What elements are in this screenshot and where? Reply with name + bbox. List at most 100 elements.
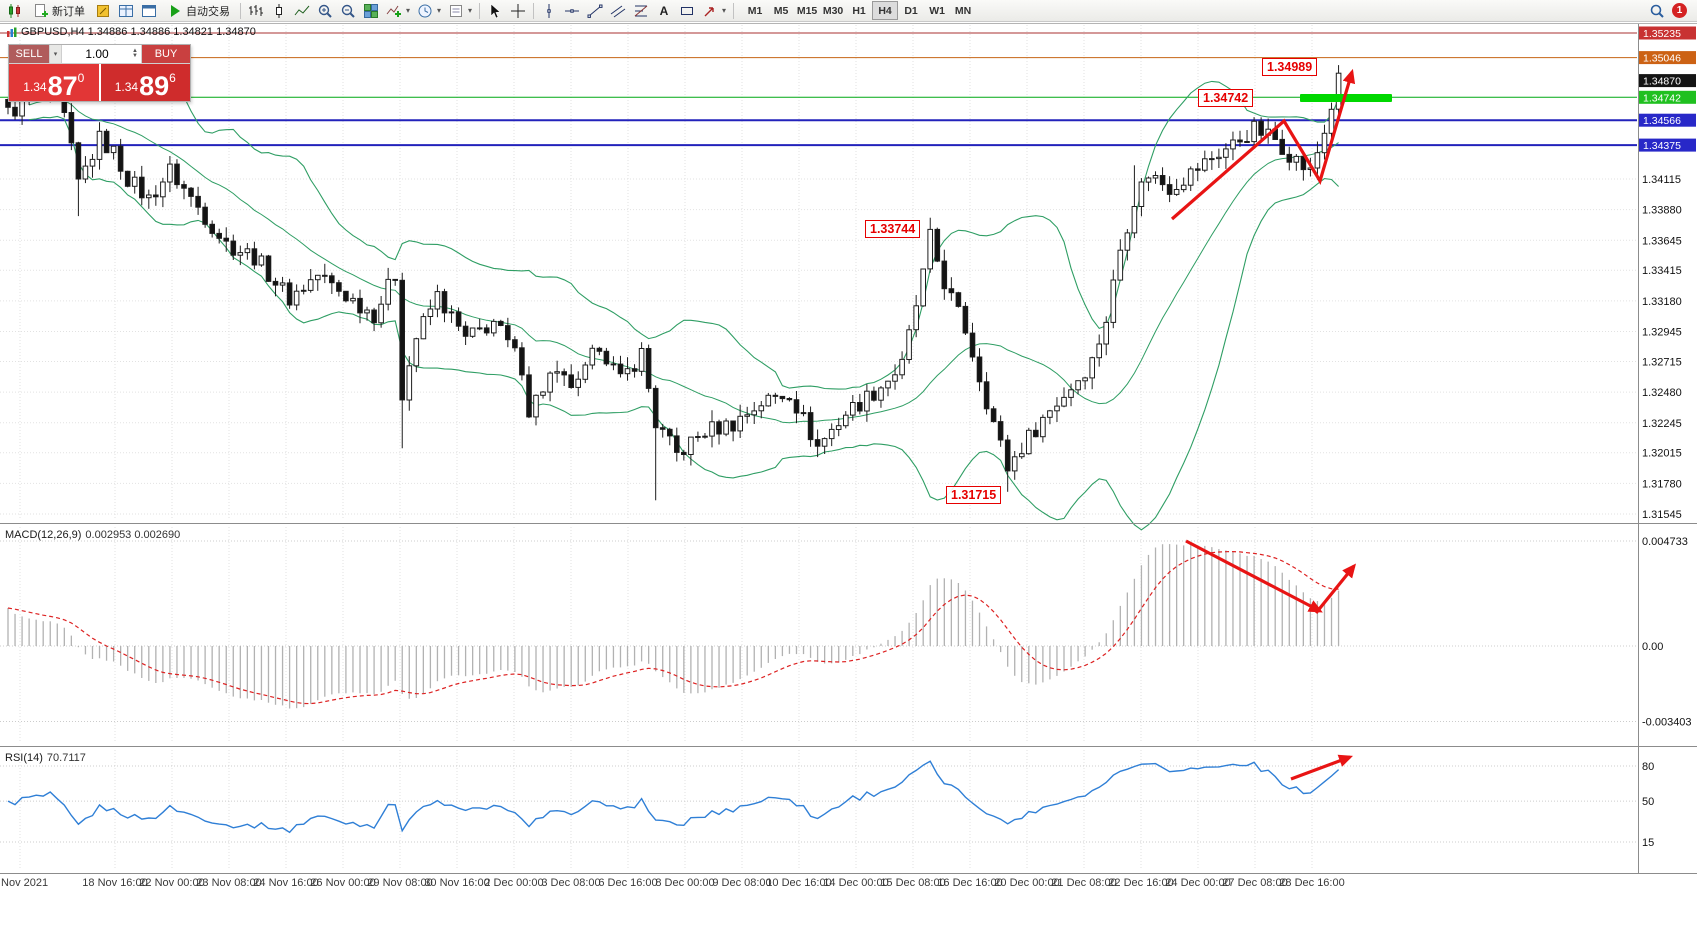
new-order-button[interactable]: 新订单 (27, 1, 91, 21)
volume-input[interactable] (62, 47, 133, 61)
zoom-out-icon-glyph (341, 4, 355, 18)
candlestick-icon[interactable] (268, 1, 290, 21)
timeframe-m1[interactable]: M1 (742, 1, 768, 20)
price-annotation-1.33744[interactable]: 1.33744 (865, 220, 921, 238)
buy-price-prefix: 1.34 (114, 80, 139, 94)
new-chart-icon[interactable] (4, 1, 26, 21)
symbol-ohlc-text: GBPUSD,H4 1.34886 1.34886 1.34821 1.3487… (21, 26, 256, 38)
label-icon[interactable] (676, 1, 698, 21)
trendline-icon[interactable] (584, 1, 606, 21)
trend-arrows (1170, 68, 1357, 781)
svg-text:0.00: 0.00 (1642, 641, 1663, 653)
crosshair-icon[interactable] (507, 1, 529, 21)
svg-text:30 Nov 16:00: 30 Nov 16:00 (424, 877, 489, 889)
svg-text:22 Nov 00:00: 22 Nov 00:00 (139, 877, 204, 889)
autotrading-button[interactable]: 自动交易 (161, 1, 236, 21)
order-options-dropdown[interactable]: ▾ (49, 45, 62, 63)
panel-separators (0, 23, 1697, 874)
price-annotation-1.34989[interactable]: 1.34989 (1262, 58, 1318, 76)
autotrading-button-label: 自动交易 (186, 5, 230, 18)
svg-text:3 Dec 08:00: 3 Dec 08:00 (541, 877, 600, 889)
ohlc-bars-icon-glyph (249, 4, 263, 16)
svg-text:1.33645: 1.33645 (1642, 235, 1682, 247)
svg-text:80: 80 (1642, 761, 1654, 773)
trend-arrow-macd-up (1314, 563, 1357, 615)
zoom-in-icon-glyph (318, 4, 332, 18)
timeframe-mn[interactable]: MN (950, 1, 976, 20)
templates-icon[interactable]: ▾ (445, 1, 475, 21)
buy-price-button[interactable]: 1.34 89 6 (100, 64, 190, 101)
sell-price-prefix: 1.34 (23, 80, 47, 94)
hline-icon-glyph (565, 8, 580, 13)
timeframe-m30[interactable]: M30 (820, 1, 846, 20)
svg-text:10 Dec 16:00: 10 Dec 16:00 (766, 877, 831, 889)
svg-text:A: A (660, 4, 669, 18)
svg-text:1.35046: 1.35046 (1643, 53, 1681, 65)
templates-icon-glyph (450, 4, 463, 17)
hline-icon[interactable] (561, 1, 583, 21)
symbol-header: GBPUSD,H4 1.34886 1.34886 1.34821 1.3487… (6, 26, 256, 38)
timeframe-m15[interactable]: M15 (794, 1, 820, 20)
fibonacci-icon[interactable] (630, 1, 652, 21)
cursor-icon[interactable] (484, 1, 506, 21)
zoom-out-icon[interactable] (337, 1, 359, 21)
svg-text:29 Nov 08:00: 29 Nov 08:00 (367, 877, 432, 889)
svg-text:1.34375: 1.34375 (1643, 140, 1681, 152)
search-icon-glyph (1650, 4, 1664, 18)
navigator-icon[interactable] (138, 1, 160, 21)
periods-icon[interactable]: ▾ (414, 1, 444, 21)
line-chart-icon[interactable] (291, 1, 313, 21)
cursor-icon-glyph (490, 2, 501, 18)
toolbar-separator (240, 2, 241, 19)
svg-text:16 Dec 16:00: 16 Dec 16:00 (937, 877, 1002, 889)
svg-text:28 Dec 16:00: 28 Dec 16:00 (1279, 877, 1344, 889)
svg-text:1.32245: 1.32245 (1642, 418, 1682, 430)
channel-icon-glyph (610, 5, 626, 17)
macd-values: 0.002953 0.002690 (85, 529, 181, 541)
vline-icon[interactable] (538, 1, 560, 21)
price-annotation-1.34742[interactable]: 1.34742 (1198, 89, 1254, 107)
arrows-tool-icon[interactable]: ▾ (699, 1, 729, 21)
buy-button[interactable]: BUY (141, 45, 190, 63)
text-icon[interactable]: A (653, 1, 675, 21)
fibonacci-icon-glyph (634, 5, 648, 16)
timeframe-m5[interactable]: M5 (768, 1, 794, 20)
zoom-in-icon[interactable] (314, 1, 336, 21)
timeframe-d1[interactable]: D1 (898, 1, 924, 20)
svg-text:15 Dec 08:00: 15 Dec 08:00 (880, 877, 945, 889)
autotrading-button-glyph (171, 4, 180, 17)
svg-text:24 Dec 00:00: 24 Dec 00:00 (1165, 877, 1230, 889)
market-watch-icon[interactable] (115, 1, 137, 21)
timeframe-h1[interactable]: H1 (846, 1, 872, 20)
tile-windows-icon[interactable] (360, 1, 382, 21)
toolbar-separator (733, 2, 735, 19)
channel-icon[interactable] (607, 1, 629, 21)
indicators-icon[interactable]: ▾ (383, 1, 413, 21)
volume-field: ▲▼ (62, 45, 141, 63)
ohlc-bars-icon[interactable] (245, 1, 267, 21)
timeframe-h4[interactable]: H4 (872, 1, 899, 20)
price-annotation-1.31715[interactable]: 1.31715 (946, 486, 1002, 504)
trend-arrow-rsi (1290, 754, 1353, 781)
macd-axis[interactable]: 0.004733 0.00 -0.003403 (1642, 536, 1692, 729)
sell-button[interactable]: SELL (9, 45, 49, 63)
trend-arrow-main (1170, 68, 1356, 221)
svg-text:1.33880: 1.33880 (1642, 205, 1682, 217)
trendline-icon-glyph (587, 4, 603, 18)
sell-price-button[interactable]: 1.34 87 0 (9, 64, 101, 101)
grid-lines (0, 25, 1637, 870)
horizontal-level-lines[interactable] (0, 32, 1637, 147)
notification-badge[interactable]: 1 (1672, 3, 1687, 18)
rsi-axis[interactable]: 80 50 15 (1642, 761, 1654, 849)
svg-text:1.34566: 1.34566 (1643, 115, 1681, 127)
price-axis[interactable]: 1.34115 1.33880 1.33645 1.33415 1.33180 1.329… (1639, 26, 1696, 522)
timeframe-w1[interactable]: W1 (924, 1, 950, 20)
svg-text:50: 50 (1642, 796, 1654, 808)
metaeditor-icon[interactable] (92, 1, 114, 21)
volume-spinner[interactable]: ▲ ▼ (132, 48, 138, 59)
search-icon[interactable] (1646, 1, 1668, 21)
svg-text:15: 15 (1642, 837, 1654, 849)
rsi-label: RSI(14) 70.7117 (5, 752, 86, 764)
